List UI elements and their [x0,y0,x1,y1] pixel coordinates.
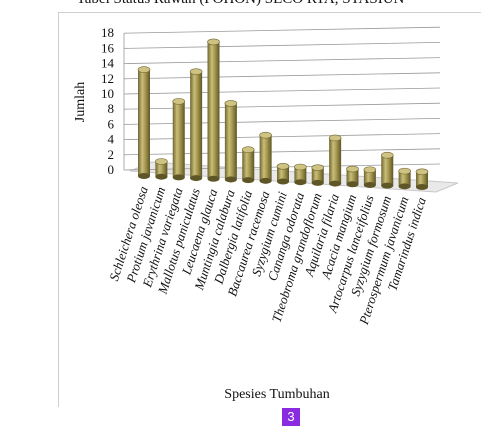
bar-body [416,171,428,187]
gridline [123,133,441,140]
bar-base [416,184,428,190]
bar-top [241,146,255,154]
bar-top [380,151,394,159]
bar-body [190,71,203,179]
bar-body [207,41,220,179]
chart-frame [58,12,481,407]
bar [241,146,255,184]
y-tick-label: 18 [101,25,114,40]
bar-top [346,165,359,173]
bar-top [415,168,429,176]
bar-body [138,69,150,176]
y-tick-label: 6 [108,116,115,131]
bar [380,151,394,189]
y-tick-label: 8 [108,101,115,116]
bar-body [259,135,272,181]
y-tick-label: 10 [101,86,114,101]
bar-top [328,134,342,142]
y-tick-label: 16 [101,40,115,55]
gridline [123,102,441,110]
bar-top [224,100,238,107]
bar-top [276,163,290,170]
bar-base [172,174,185,181]
bar [155,158,168,180]
top-caption: Tabel Status Rawan (POHON) SECO RTA, STA… [0,0,481,8]
bar-top [311,164,325,171]
bar-base [207,175,220,182]
bar-top [259,131,272,139]
bar-body [277,166,289,182]
bar [224,100,238,183]
bar [363,166,377,188]
bar-base [381,182,394,189]
gridline [123,118,441,125]
gridline [123,42,441,49]
bar-base [294,179,307,186]
y-tick-label: 14 [101,56,115,71]
bar [259,131,272,184]
bar-base [259,177,272,184]
bar-top [398,167,411,175]
bar-body [311,167,324,183]
bar-base [155,173,168,180]
gridline [123,57,441,64]
bar-body [381,155,394,186]
bar-base [398,183,411,190]
bar-base [311,179,324,186]
bar-top [137,66,151,73]
bar-top [189,68,203,75]
y-axis-label: Jumlah [73,82,88,122]
bar [189,68,203,182]
bar-top [172,98,186,105]
bar-body [398,171,411,187]
bar-top [294,163,307,171]
bar-body [294,166,307,183]
bar [294,163,307,186]
y-tick-label: 4 [108,132,115,147]
bar-top [207,38,220,46]
bar-body [242,149,255,181]
gridline [123,26,441,34]
bar [415,168,429,190]
y-tick-label: 0 [108,162,115,177]
bar-base [138,173,150,179]
bars [137,38,429,190]
bar-top [155,158,168,165]
bar-base [346,181,359,188]
bar-body [329,137,342,184]
bar-body [224,103,237,180]
bar-base [224,176,237,183]
bar-base [277,178,289,185]
bar [346,165,359,188]
bar-top [363,166,377,174]
x-axis-label: Spesies Tumbuhan [224,387,329,402]
bar [276,163,290,185]
bar [137,66,151,179]
bar-base [190,175,203,182]
y-tick-label: 12 [101,71,114,86]
bar-base [242,177,255,184]
y-tick-label: 2 [108,147,115,162]
bar [172,98,186,181]
bar [398,167,411,190]
bar-base [329,180,342,187]
bar [207,38,220,182]
bar-body [346,169,359,185]
gridline [123,87,441,95]
bar-body [172,101,185,178]
bar-body [155,161,168,177]
bar-body [363,169,376,185]
bar [328,134,342,187]
page-number-badge: 3 [282,408,300,426]
bar [311,164,325,186]
bar-base [363,181,376,188]
gridline [123,72,441,80]
